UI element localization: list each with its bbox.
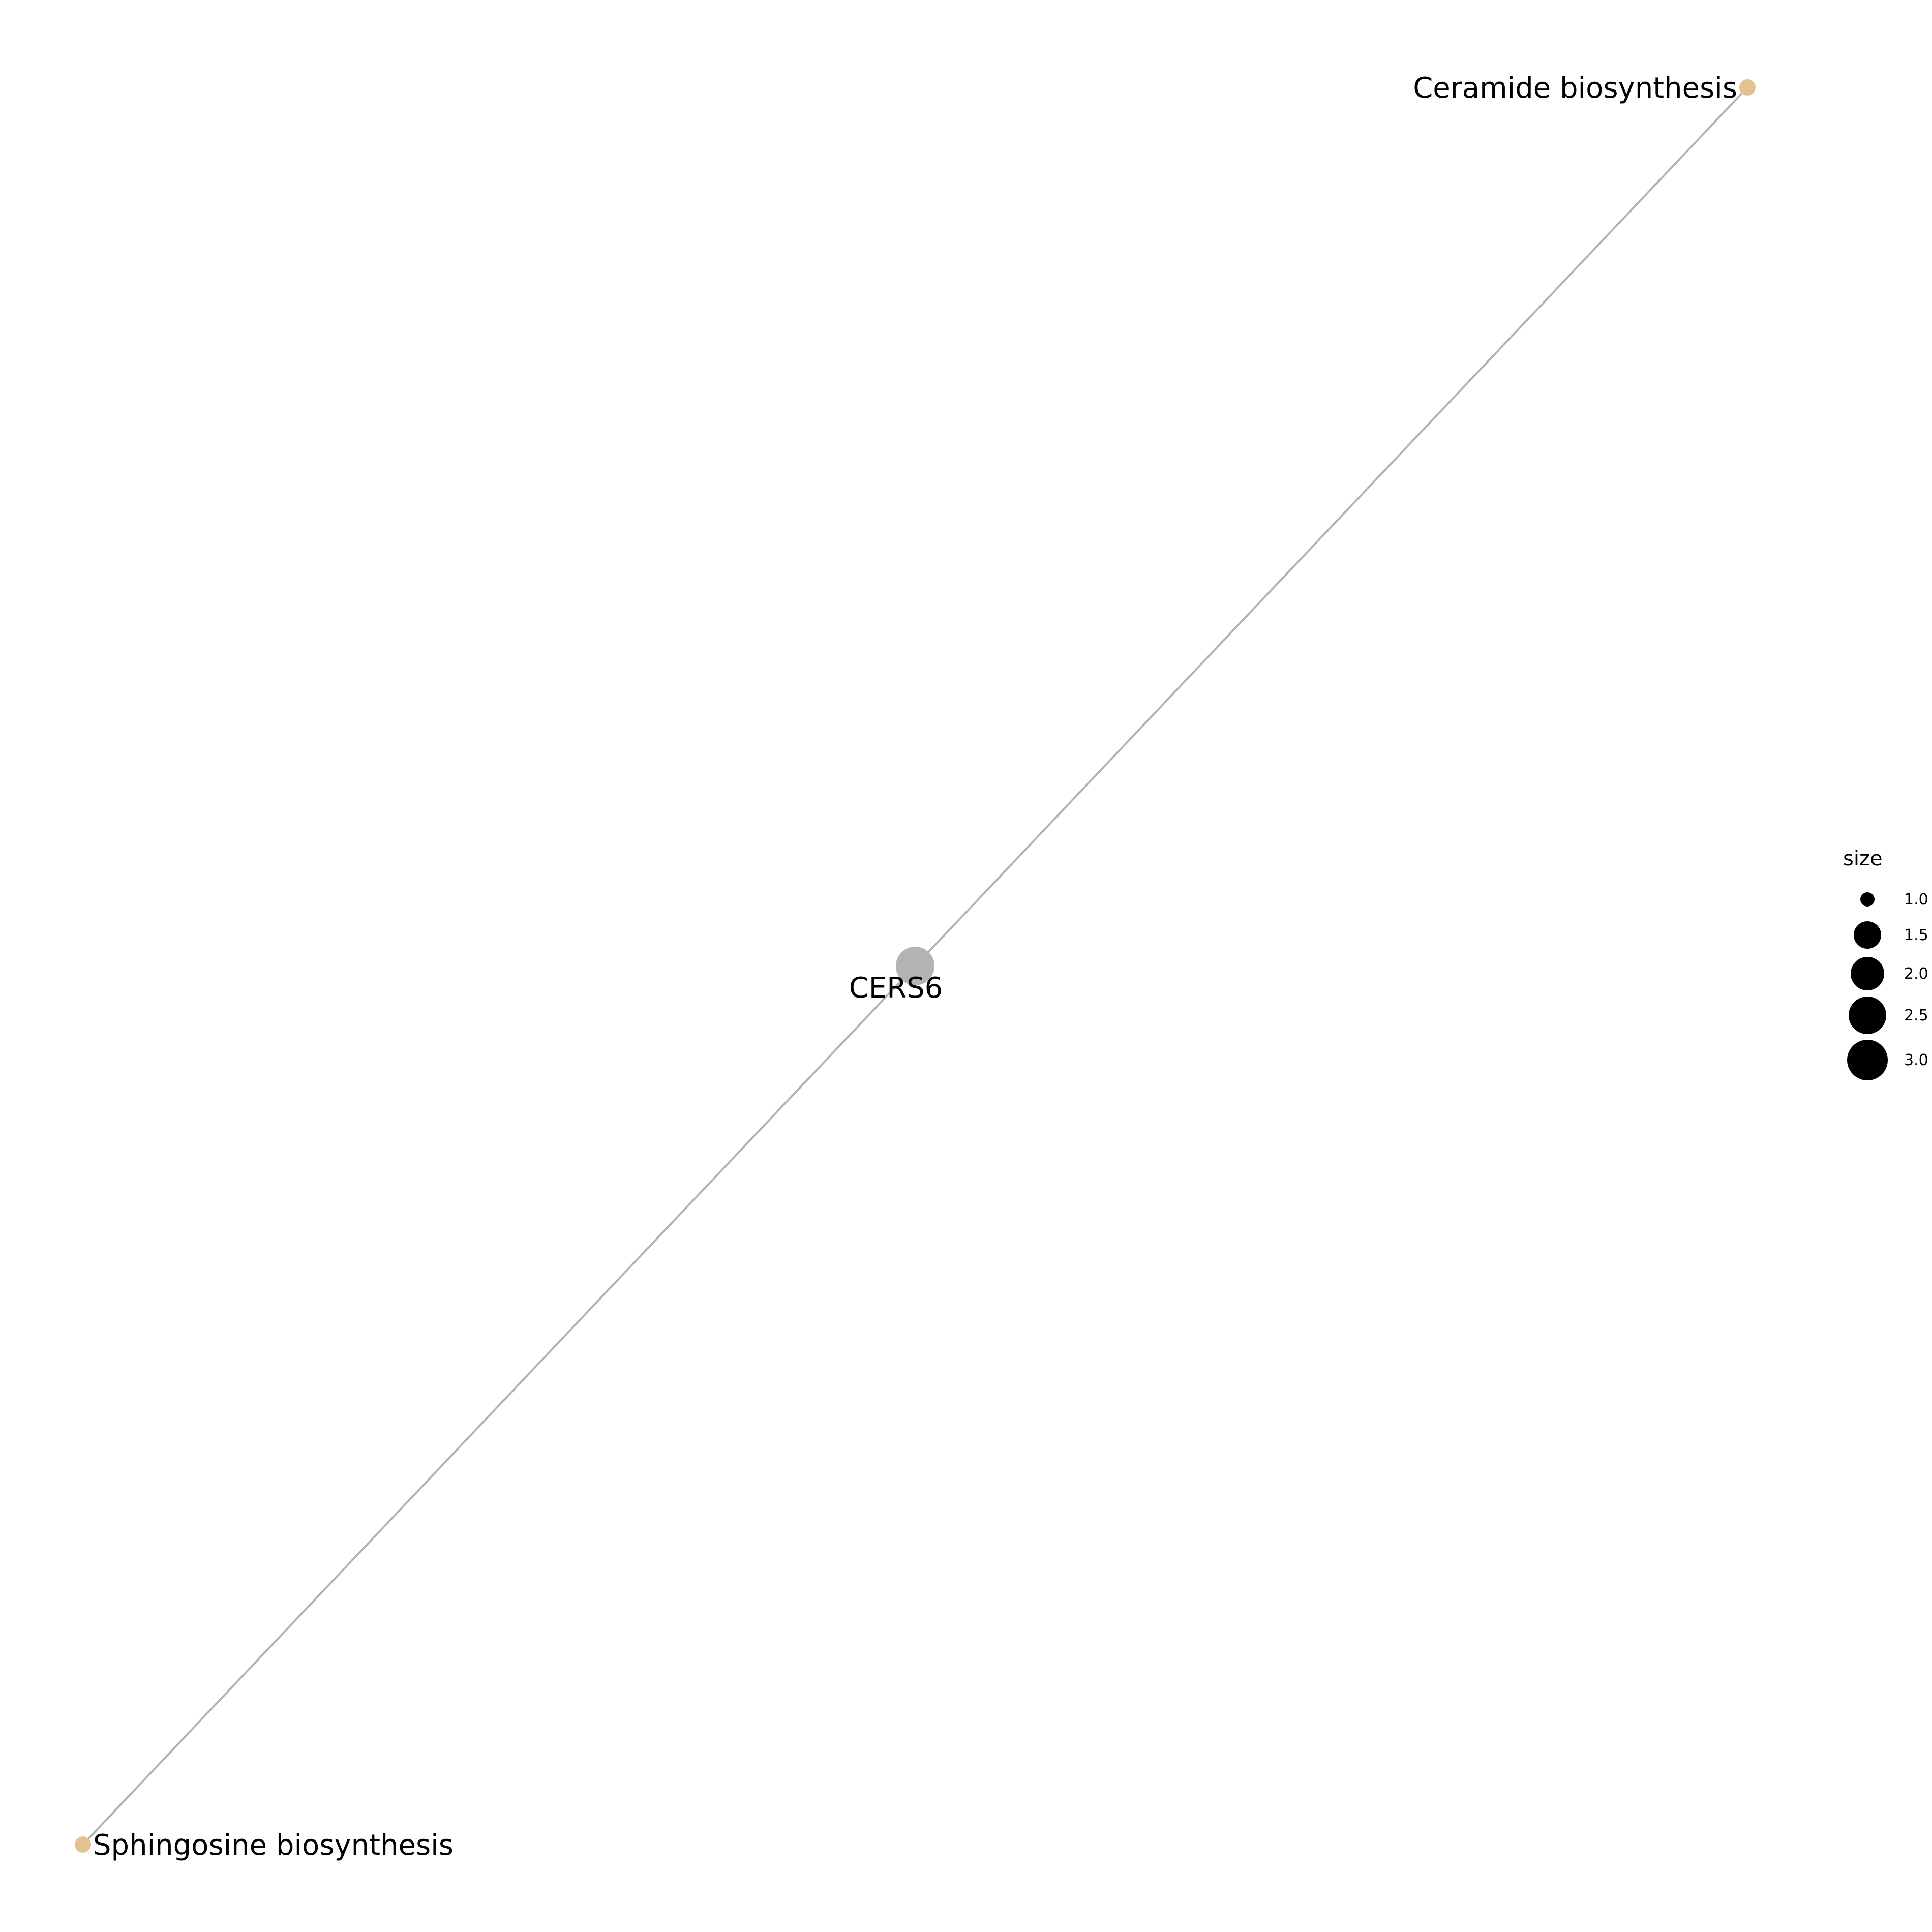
pathway-node-sphingosine[interactable] [75, 1836, 91, 1853]
legend-label-1-0: 1.0 [1904, 891, 1928, 909]
legend-title: size [1843, 847, 1883, 870]
pathway-label-sphingosine: Sphingosine biosynthesis [93, 1829, 454, 1862]
legend-label-2-0: 2.0 [1904, 965, 1928, 983]
edge-cers6-ceramide [914, 86, 1748, 967]
labels-group: CERS6 Ceramide biosynthesis Sphingosine … [93, 72, 1737, 1862]
legend-label-1-5: 1.5 [1904, 926, 1928, 944]
legend-marker-1-5 [1854, 921, 1881, 949]
nodes-group [75, 79, 1756, 1853]
legend-label-3-0: 3.0 [1904, 1051, 1928, 1069]
gene-node-cers6[interactable] [896, 947, 934, 985]
legend-marker-2-0 [1851, 957, 1884, 990]
edge-cers6-sphingosine [82, 965, 916, 1846]
pathway-label-ceramide: Ceramide biosynthesis [1413, 72, 1737, 105]
pathway-node-ceramide[interactable] [1739, 79, 1756, 96]
edges-group [82, 86, 1748, 1846]
legend-marker-3-0 [1847, 1040, 1888, 1080]
size-legend: size 1.0 1.5 2.0 2.5 3.0 [1843, 847, 1928, 1080]
legend-label-2-5: 2.5 [1904, 1007, 1928, 1024]
legend-marker-2-5 [1849, 997, 1886, 1034]
legend-marker-1-0 [1860, 892, 1875, 907]
gene-label-cers6: CERS6 [849, 972, 943, 1005]
